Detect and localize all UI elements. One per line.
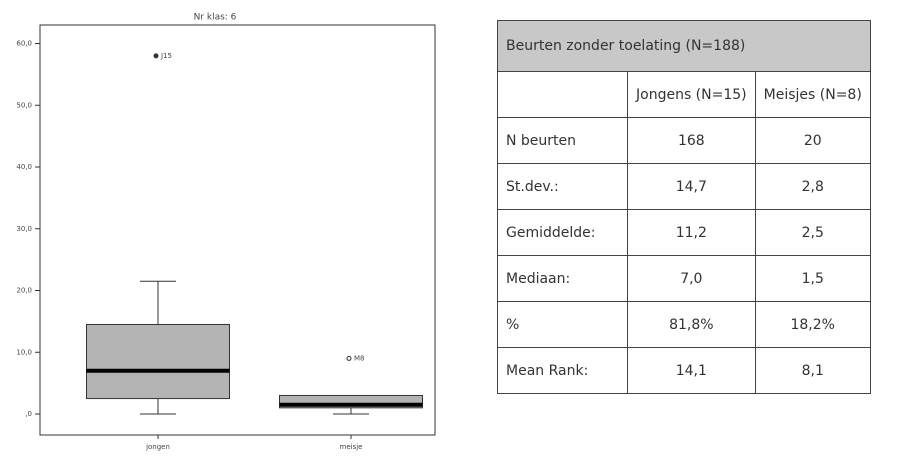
outlier-label: J15 bbox=[160, 52, 172, 60]
row-label: Mediaan: bbox=[497, 255, 628, 302]
row-label: Gemiddelde: bbox=[497, 209, 628, 256]
column-header: Jongens (N=15) bbox=[627, 71, 756, 118]
y-tick-label: 10,0 bbox=[16, 348, 32, 356]
plot-frame bbox=[39, 24, 436, 436]
chart-title: Nr klas: 6 bbox=[194, 13, 237, 23]
y-tick-label: 30,0 bbox=[16, 225, 32, 233]
value-cell: 168 bbox=[627, 117, 756, 164]
corner-cell bbox=[497, 71, 628, 118]
table-title: Beurten zonder toelating (N=188) bbox=[497, 20, 871, 72]
y-tick-label: ,0 bbox=[25, 410, 32, 418]
value-cell: 2,5 bbox=[754, 209, 871, 256]
outlier bbox=[153, 53, 159, 59]
y-tick-label: 50,0 bbox=[16, 101, 32, 109]
value-cell: 18,2% bbox=[754, 301, 871, 348]
value-cell: 14,1 bbox=[627, 347, 756, 394]
header-row: Jongens (N=15) Meisjes (N=8) bbox=[497, 71, 871, 118]
row-label: N beurten bbox=[497, 117, 628, 164]
value-cell: 14,7 bbox=[627, 163, 756, 210]
value-cell: 7,0 bbox=[627, 255, 756, 302]
row-label: Mean Rank: bbox=[497, 347, 628, 394]
y-tick-label: 60,0 bbox=[16, 40, 32, 48]
value-cell: 11,2 bbox=[627, 209, 756, 256]
stats-table: Beurten zonder toelating (N=188) Jongens … bbox=[497, 20, 871, 394]
data-row: Mean Rank: 14,1 8,1 bbox=[497, 347, 871, 394]
data-row: Gemiddelde: 11,2 2,5 bbox=[497, 209, 871, 256]
row-label: % bbox=[497, 301, 628, 348]
outlier bbox=[346, 355, 352, 361]
y-tick-label: 40,0 bbox=[16, 163, 32, 171]
data-row: N beurten 168 20 bbox=[497, 117, 871, 164]
value-cell: 1,5 bbox=[754, 255, 871, 302]
box bbox=[86, 323, 230, 400]
data-row: Mediaan: 7,0 1,5 bbox=[497, 255, 871, 302]
value-cell: 81,8% bbox=[627, 301, 756, 348]
data-row: St.dev.: 14,7 2,8 bbox=[497, 163, 871, 210]
x-tick-label: meisje bbox=[340, 443, 363, 451]
x-tick-label: jongen bbox=[145, 443, 170, 451]
y-tick-label: 20,0 bbox=[16, 287, 32, 295]
value-cell: 8,1 bbox=[754, 347, 871, 394]
chart: Nr klas: 6 ,0 10,0 20,0 30,0 40,0 50,0 60,0 jon… bbox=[16, 13, 436, 451]
row-label: St.dev.: bbox=[497, 163, 628, 210]
outlier-label: M8 bbox=[354, 354, 365, 362]
value-cell: 2,8 bbox=[754, 163, 871, 210]
column-header: Meisjes (N=8) bbox=[754, 71, 871, 118]
data-row: % 81,8% 18,2% bbox=[497, 301, 871, 348]
title-row: Beurten zonder toelating (N=188) bbox=[497, 20, 871, 72]
value-cell: 20 bbox=[754, 117, 871, 164]
